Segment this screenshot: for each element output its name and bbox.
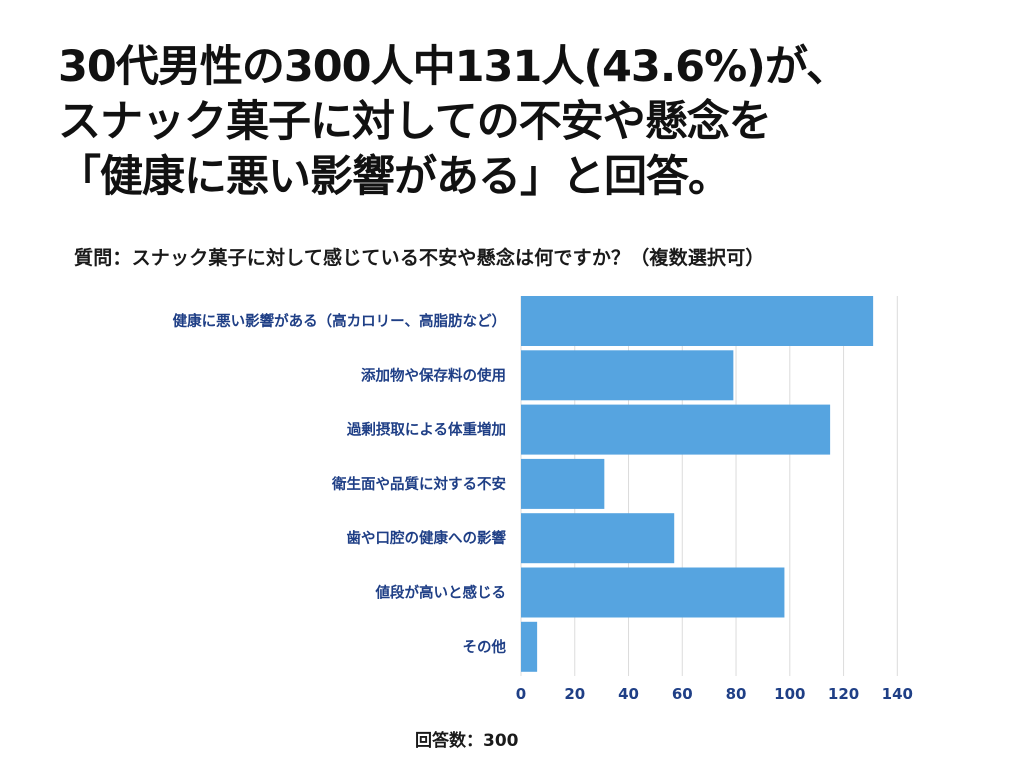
x-tick-labels: 0 20 40 60 80 100 120 140 [516,685,913,703]
chart-title: 質問：スナック菓子に対して感じている不安や懸念は何ですか？（複数選択可） [74,247,765,269]
headline-line-2: スナック菓子に対しての不安や懸念を [58,97,772,147]
bar [521,621,538,672]
x-tick-label: 0 [516,685,526,703]
category-label: 健康に悪い影響がある（高カロリー、高脂肪など） [173,312,506,330]
category-label: 過剰摂取による体重増加 [346,421,506,439]
bar [521,458,605,509]
x-tick-label: 20 [564,685,585,703]
category-labels: 健康に悪い影響がある（高カロリー、高脂肪など） 添加物や保存料の使用過剰摂取による… [173,312,507,656]
x-tick-label: 100 [774,685,805,703]
x-tick-label: 80 [726,685,747,703]
x-tick-label: 140 [882,685,913,703]
x-tick-label: 60 [672,685,693,703]
category-label: 歯や口腔の健康への影響 [347,529,507,547]
bar [521,404,831,455]
category-label: 値段が高いと感じる [375,584,507,602]
bar [521,296,874,346]
x-tick-label: 40 [618,685,639,703]
bar [521,350,734,401]
category-label: その他 [463,638,507,656]
category-label: 添加物や保存料の使用 [361,366,506,384]
bar [521,567,785,618]
bar [521,513,675,564]
category-label: 衛生面や品質に対する不安 [331,475,506,493]
bars [521,296,874,672]
headline-line-3: 「健康に悪い影響がある」と回答。 [58,152,731,202]
response-count: 回答数：300 [415,731,519,751]
x-tick-label: 120 [828,685,859,703]
headline: 30代男性の300人中131人(43.6%)が、 スナック菓子に対しての不安や懸… [58,40,998,205]
headline-line-1: 30代男性の300人中131人(43.6%)が、 [58,42,849,92]
